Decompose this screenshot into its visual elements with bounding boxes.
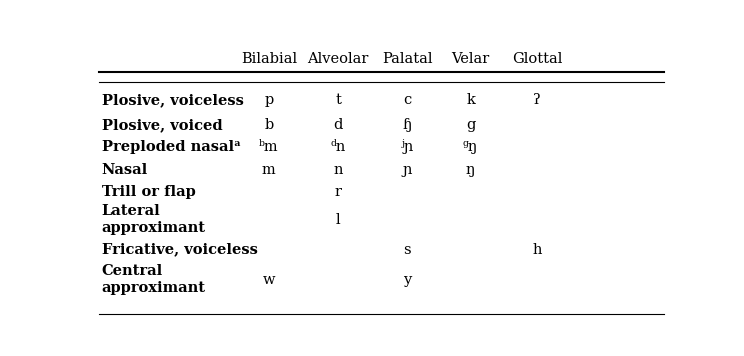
Text: ʔ: ʔ	[533, 93, 541, 107]
Text: Glottal: Glottal	[512, 52, 562, 66]
Text: Fricative, voiceless: Fricative, voiceless	[102, 243, 257, 257]
Text: d: d	[333, 118, 343, 132]
Text: r: r	[335, 185, 341, 199]
Text: ᵇm: ᵇm	[259, 140, 279, 154]
Text: Central
approximant: Central approximant	[102, 265, 205, 295]
Text: k: k	[466, 93, 475, 107]
Text: g: g	[466, 118, 475, 132]
Text: Velar: Velar	[452, 52, 490, 66]
Text: h: h	[532, 243, 542, 257]
Text: Preploded nasalᵃ: Preploded nasalᵃ	[102, 140, 240, 154]
Text: ŋ: ŋ	[466, 163, 475, 177]
Text: s: s	[403, 243, 411, 257]
Text: y: y	[403, 273, 411, 287]
Text: w: w	[263, 273, 275, 287]
Text: Alveolar: Alveolar	[307, 52, 369, 66]
Text: b: b	[264, 118, 274, 132]
Text: p: p	[264, 93, 274, 107]
Text: c: c	[403, 93, 411, 107]
Text: Plosive, voiceless: Plosive, voiceless	[102, 93, 243, 107]
Text: l: l	[336, 213, 340, 226]
Text: Palatal: Palatal	[382, 52, 432, 66]
Text: ʲɲ: ʲɲ	[400, 140, 414, 155]
Text: ᵍŋ: ᵍŋ	[463, 140, 478, 154]
Text: t: t	[335, 93, 341, 107]
Text: ɲ: ɲ	[403, 163, 412, 177]
Text: Nasal: Nasal	[102, 163, 148, 177]
Text: m: m	[262, 163, 276, 177]
Text: Trill or flap: Trill or flap	[102, 185, 196, 199]
Text: ɧ: ɧ	[403, 118, 412, 132]
Text: Plosive, voiced: Plosive, voiced	[102, 118, 222, 132]
Text: Bilabial: Bilabial	[241, 52, 297, 66]
Text: ᵈn: ᵈn	[330, 140, 346, 154]
Text: n: n	[333, 163, 343, 177]
Text: Lateral
approximant: Lateral approximant	[102, 204, 205, 235]
